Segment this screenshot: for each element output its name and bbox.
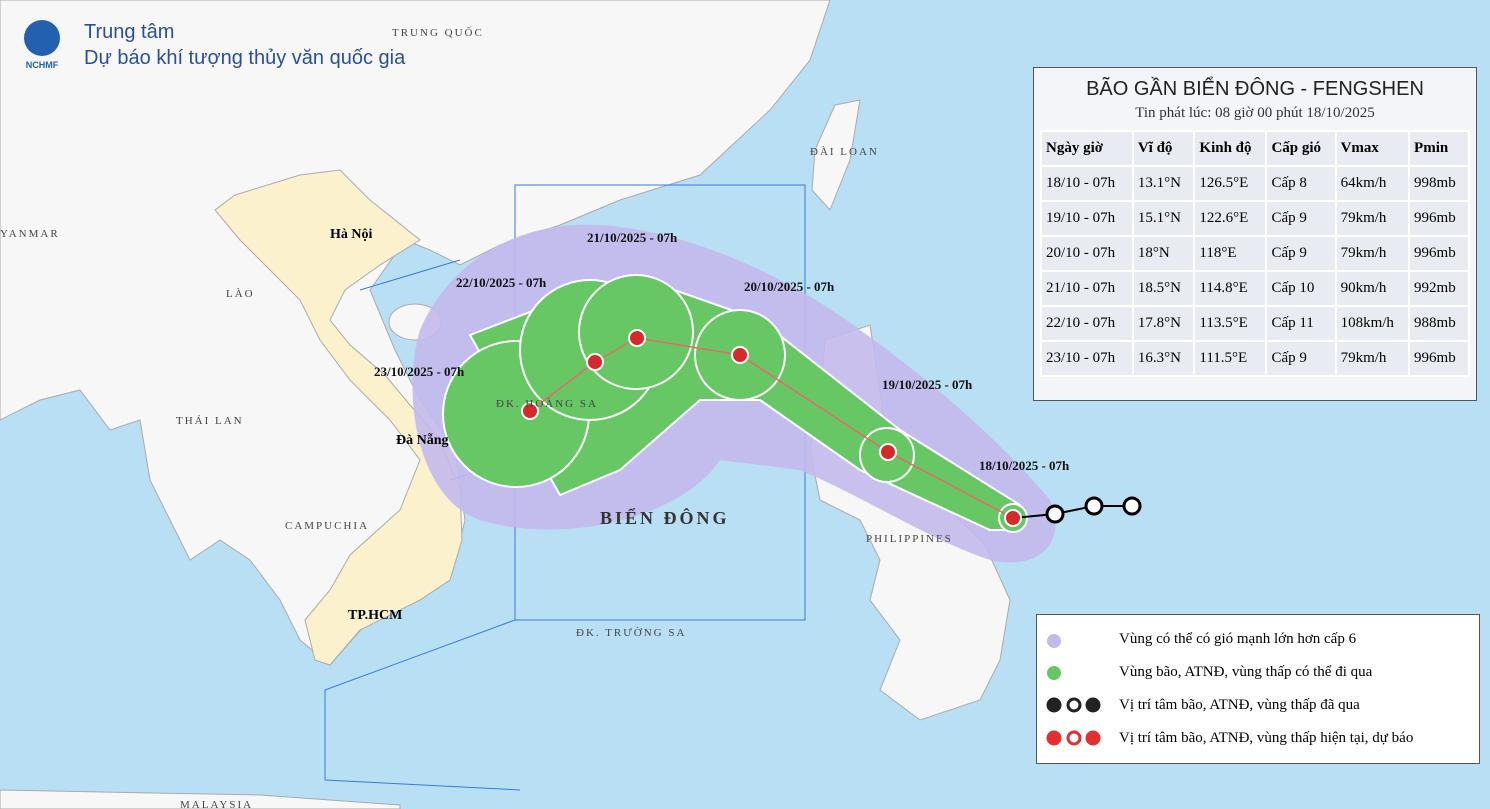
column-header: Vĩ độ: [1131, 130, 1196, 167]
storm-icons: [521, 329, 1022, 527]
legend-icons: [1046, 634, 1101, 746]
place: CAMPUCHIA: [285, 520, 369, 532]
table-row: 18/10 - 07h 13.1°N 126.5°E Cấp 8 64km/h 998mb: [1040, 165, 1470, 202]
header-line2: Dự báo khí tượng thủy văn quốc gia: [84, 47, 406, 69]
place: YANMAR: [0, 228, 60, 240]
table-cell: 20/10 - 07h: [1040, 235, 1134, 272]
table-cell: 988mb: [1408, 305, 1470, 342]
place: Hà Nội: [330, 227, 373, 242]
place: LÀO: [226, 288, 255, 300]
place: TRUNG QUỐC: [392, 26, 484, 39]
column-header: Pmin: [1408, 130, 1470, 167]
malaysia: [0, 789, 401, 809]
legend-item: Vị trí tâm bão, ATNĐ, vùng thấp đã qua: [1119, 697, 1360, 713]
bulletin-panel: BÃO GẦN BIỂN ĐÔNG - FENGSHEN Tin phát lú…: [1033, 67, 1477, 401]
table-cell: 79km/h: [1334, 200, 1411, 237]
table-cell: Cấp 8: [1265, 165, 1337, 202]
column-header: Vmax: [1334, 130, 1411, 167]
table-row: 22/10 - 07h 17.8°N 113.5°E Cấp 11 108km/h 988…: [1040, 305, 1470, 342]
bulletin-title: BÃO GẦN BIỂN ĐÔNG - FENGSHEN: [1086, 78, 1424, 100]
table-cell: 996mb: [1408, 200, 1470, 237]
place: ĐÀI LOAN: [810, 146, 879, 158]
track-labels: 18/10/2025 - 07h 19/10/2025 - 07h 20/10/…: [374, 230, 1070, 473]
table-cell: 90km/h: [1334, 270, 1411, 307]
bulletin-table: Ngày giờ Vĩ độ Kinh độ Cấp gió Vmax Pmin 18/10…: [1040, 130, 1470, 377]
table-cell: 18.5°N: [1131, 270, 1196, 307]
logo-icon: [24, 20, 60, 56]
table-cell: 126.5°E: [1193, 165, 1268, 202]
table-row: 20/10 - 07h 18°N 118°E Cấp 9 79km/h 996mb: [1040, 235, 1470, 272]
table-cell: 19/10 - 07h: [1040, 200, 1134, 237]
table-cell: 17.8°N: [1131, 305, 1196, 342]
past-track: [1012, 505, 1132, 519]
past-points: [1045, 496, 1142, 524]
track: [529, 337, 1014, 519]
logo-text: NCHMF: [26, 60, 59, 70]
track-label: 20/10/2025 - 07h: [744, 279, 835, 294]
column-header: Kinh độ: [1193, 130, 1268, 167]
table-cell: 108km/h: [1334, 305, 1411, 342]
table-cell: 15.1°N: [1131, 200, 1196, 237]
place: THÁI LAN: [176, 415, 244, 427]
bulletin-issued: Tin phát lúc: 08 giờ 00 phút 18/10/2025: [1135, 105, 1375, 121]
table-cell: 22/10 - 07h: [1040, 305, 1134, 342]
table-cell: Cấp 10: [1265, 270, 1337, 307]
table-cell: 114.8°E: [1193, 270, 1268, 307]
header-line1: Trung tâm: [84, 21, 174, 43]
taiwan: [811, 99, 861, 211]
table-cell: 996mb: [1408, 340, 1470, 377]
table-cell: 23/10 - 07h: [1040, 340, 1134, 377]
table-cell: Cấp 9: [1265, 200, 1337, 237]
table-cell: Cấp 9: [1265, 235, 1337, 272]
place: PHILIPPINES: [866, 533, 953, 545]
table-row: 21/10 - 07h 18.5°N 114.8°E Cấp 10 90km/h 992m…: [1040, 270, 1470, 307]
track-label: 19/10/2025 - 07h: [882, 377, 973, 392]
legend: Vùng có thể có gió mạnh lớn hơn cấp 6 Vùn…: [1036, 614, 1480, 764]
track-label: 18/10/2025 - 07h: [979, 458, 1070, 473]
legend-item: Vị trí tâm bão, ATNĐ, vùng thấp hiện tại…: [1119, 730, 1414, 746]
table-cell: Cấp 9: [1265, 340, 1337, 377]
place: ĐK. HOÀNG SA: [496, 398, 598, 410]
table-cell: 21/10 - 07h: [1040, 270, 1134, 307]
table-row: 23/10 - 07h 16.3°N 111.5°E Cấp 9 79km/h 996mb: [1040, 340, 1470, 377]
table-cell: 79km/h: [1334, 235, 1411, 272]
table-cell: 18°N: [1131, 235, 1196, 272]
vietnam: [214, 169, 463, 666]
place: Đà Nẵng: [396, 432, 449, 448]
table-cell: 16.3°N: [1131, 340, 1196, 377]
track-label: 22/10/2025 - 07h: [456, 275, 547, 290]
place: TP.HCM: [348, 608, 402, 623]
table-cell: 79km/h: [1334, 340, 1411, 377]
place: ĐK. TRƯỜNG SA: [576, 627, 686, 639]
column-header: Ngày giờ: [1040, 130, 1134, 167]
east-sea-boundary: [324, 184, 806, 791]
table-cell: 18/10 - 07h: [1040, 165, 1134, 202]
track-label: 21/10/2025 - 07h: [587, 230, 678, 245]
place: MALAYSIA: [180, 799, 253, 809]
table-cell: 992mb: [1408, 270, 1470, 307]
table-cell: Cấp 11: [1265, 305, 1337, 342]
table-cell: 998mb: [1408, 165, 1470, 202]
legend-item: Vùng bão, ATNĐ, vùng thấp có thể đi qua: [1119, 664, 1373, 680]
table-cell: 13.1°N: [1131, 165, 1196, 202]
column-header: Cấp gió: [1265, 130, 1337, 167]
table-row: 19/10 - 07h 15.1°N 122.6°E Cấp 9 79km/h 996mb: [1040, 200, 1470, 237]
track-label: 23/10/2025 - 07h: [374, 364, 465, 379]
table-cell: 118°E: [1193, 235, 1268, 272]
table-cell: 111.5°E: [1193, 340, 1268, 377]
table-cell: 122.6°E: [1193, 200, 1268, 237]
table-cell: 996mb: [1408, 235, 1470, 272]
table-cell: 64km/h: [1334, 165, 1411, 202]
legend-item: Vùng có thể có gió mạnh lớn hơn cấp 6: [1119, 631, 1357, 647]
place-labels: TRUNG QUỐC ĐÀI LOAN YANMAR Hà Nội LÀO TH…: [0, 26, 953, 809]
table-cell: 113.5°E: [1193, 305, 1268, 342]
place: BIỂN ĐÔNG: [600, 507, 730, 528]
